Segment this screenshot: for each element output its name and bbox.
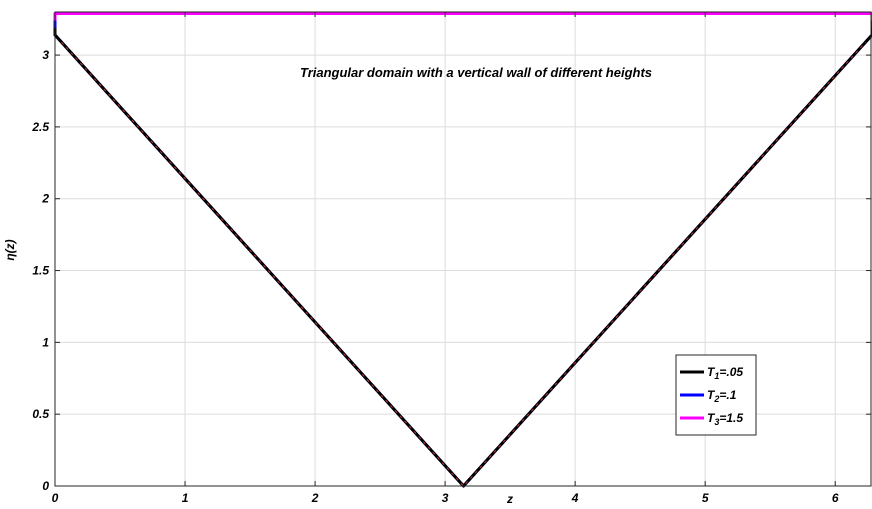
x-tick-label: 0 [52,491,59,505]
x-tick-label: 2 [311,491,319,505]
y-tick-label: 1 [42,335,49,349]
x-tick-label: 3 [442,491,449,505]
y-tick-label: 2 [41,192,49,206]
y-tick-label: 0.5 [32,407,49,421]
y-axis-label: η(z) [3,239,17,260]
y-tick-label: 2.5 [31,120,49,134]
tick-layer: 0 1 2 3 4 5 6 0 0.5 1 1.5 2 2.5 3 [31,12,871,505]
x-tick-label: 6 [832,491,839,505]
y-tick-label: 0 [42,479,49,493]
x-tick-label: 4 [571,491,579,505]
series-line-3 [53,11,872,35]
x-tick-label: 5 [702,491,709,505]
plot-frame [54,11,872,487]
x-tick-label: 1 [182,491,189,505]
x-axis-label: z [506,492,513,506]
y-tick-label: 1.5 [32,264,49,278]
legend-label-2: T2=.1 [707,388,737,404]
legend-label-1: T1=.05 [707,365,743,381]
legend: T1=.05 T2=.1 T3=1.5 [675,354,757,436]
y-tick-label: 3 [42,48,49,62]
chart-annotation: Triangular domain with a vertical wall o… [300,65,652,80]
legend-label-3: T3=1.5 [707,411,743,427]
grid-layer [54,12,872,487]
